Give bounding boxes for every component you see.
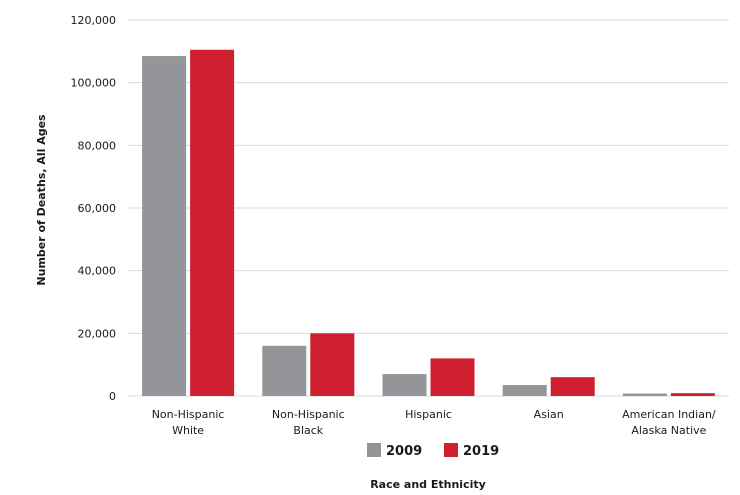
legend-swatch-2019 — [444, 443, 458, 457]
x-tick-label: White — [172, 424, 204, 437]
x-tick-label: Non-Hispanic — [272, 408, 345, 421]
x-tick-label: Non-Hispanic — [152, 408, 225, 421]
legend-label: 2019 — [463, 444, 499, 459]
bar-2019-2 — [430, 358, 475, 396]
y-axis-ticks: 0 20,000 40,000 60,000 80,000 100,000 120,000 — [71, 14, 117, 403]
x-tick-label: Hispanic — [405, 408, 452, 421]
x-axis-title: Race and Ethnicity — [370, 478, 486, 491]
x-tick-label: Alaska Native — [631, 424, 706, 437]
x-tick-label: Asian — [534, 408, 564, 421]
y-tick-label: 60,000 — [78, 202, 117, 215]
y-tick-label: 20,000 — [78, 327, 117, 340]
x-axis-categories: Non-Hispanic White Non-Hispanic Black Hispan… — [152, 408, 716, 437]
bar-2009-1 — [262, 345, 307, 396]
bar-2019-4 — [670, 393, 715, 396]
bar-2009-0 — [142, 56, 187, 397]
x-tick-label: American Indian/ — [622, 408, 716, 421]
bar-2019-1 — [310, 333, 355, 396]
bar-2009-3 — [502, 385, 547, 396]
x-tick-label: Black — [293, 424, 323, 437]
y-axis-title: Number of Deaths, All Ages — [35, 114, 48, 286]
legend-swatch-2009 — [367, 443, 381, 457]
legend: 2009 2019 — [367, 443, 499, 459]
bars — [142, 49, 715, 397]
y-tick-label: 0 — [109, 390, 116, 403]
bar-2019-3 — [550, 377, 595, 396]
y-tick-label: 120,000 — [71, 14, 117, 27]
bar-2009-4 — [622, 393, 667, 396]
y-tick-label: 100,000 — [71, 77, 117, 90]
bar-2019-0 — [190, 49, 235, 397]
y-tick-label: 80,000 — [78, 139, 117, 152]
legend-label: 2009 — [386, 444, 422, 459]
y-tick-label: 40,000 — [78, 265, 117, 278]
bar-2009-2 — [382, 374, 427, 396]
